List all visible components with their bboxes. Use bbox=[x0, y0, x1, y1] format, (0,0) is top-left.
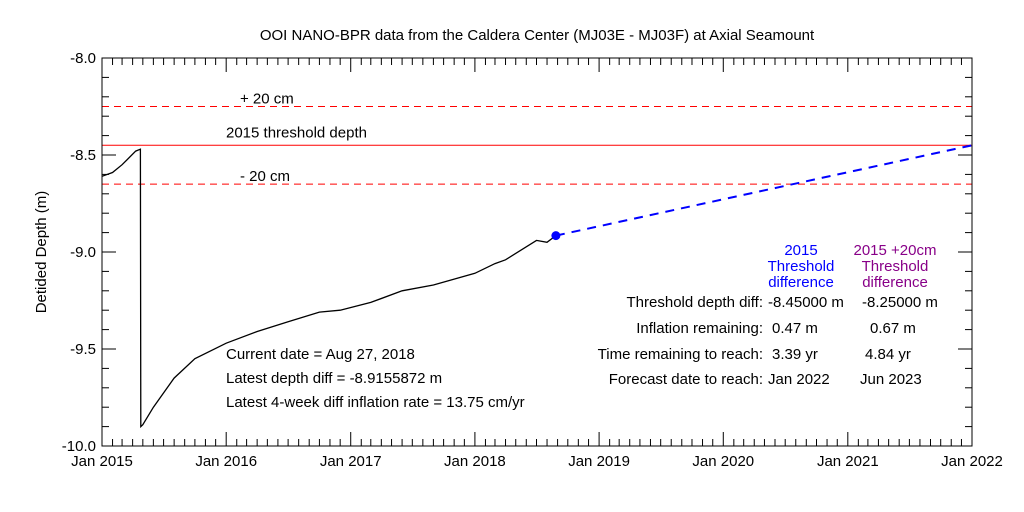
y-tick-label: -9.0 bbox=[70, 244, 96, 261]
chart-title: OOI NANO-BPR data from the Caldera Cente… bbox=[260, 27, 815, 44]
plot-area: Jan 2015 Jan 2016 Jan 2017 Jan 2018 Jan 2019… bbox=[62, 50, 1003, 470]
table-value-col1: -8.45000 m bbox=[768, 294, 844, 311]
table-value-col2: Jun 2023 bbox=[860, 371, 922, 388]
table-row-label: Time remaining to reach: bbox=[598, 346, 763, 363]
table-header-col1: 2015 bbox=[784, 242, 817, 259]
x-tick-label: Jan 2022 bbox=[941, 453, 1003, 470]
y-tick-label: -8.0 bbox=[70, 50, 96, 67]
table-value-col1: Jan 2022 bbox=[768, 371, 830, 388]
table-row-label: Inflation remaining: bbox=[636, 320, 763, 337]
x-tick-label: Jan 2019 bbox=[568, 453, 630, 470]
table-value-col2: 0.67 m bbox=[870, 320, 916, 337]
forecast-line bbox=[555, 144, 973, 237]
y-axis-label: Detided Depth (m) bbox=[33, 191, 50, 314]
info-text: Latest depth diff = -8.9155872 m bbox=[226, 370, 442, 387]
reference-line-label: - 20 cm bbox=[240, 168, 290, 185]
data-series-line bbox=[101, 148, 557, 429]
y-tick-label: -10.0 bbox=[62, 438, 96, 455]
table-value-col1: 0.47 m bbox=[772, 320, 818, 337]
x-tick-label: Jan 2016 bbox=[195, 453, 257, 470]
table-value-col2: 4.84 yr bbox=[865, 346, 911, 363]
table-header-col2: 2015 +20cm bbox=[854, 242, 937, 259]
info-text: Latest 4-week diff inflation rate = 13.7… bbox=[226, 394, 525, 411]
info-text: Current date = Aug 27, 2018 bbox=[226, 346, 415, 363]
table-value-col2: -8.25000 m bbox=[862, 294, 938, 311]
x-tick-label: Jan 2018 bbox=[444, 453, 506, 470]
table-header-col2: difference bbox=[862, 274, 928, 291]
plot-frame bbox=[101, 57, 973, 447]
y-tick-label: -9.5 bbox=[70, 341, 96, 358]
current-point-marker bbox=[551, 231, 561, 241]
x-tick-label: Jan 2017 bbox=[320, 453, 382, 470]
reference-line-label: 2015 threshold depth bbox=[226, 124, 367, 141]
reference-line-label: + 20 cm bbox=[240, 91, 294, 108]
x-tick-label: Jan 2021 bbox=[817, 453, 879, 470]
x-tick-label: Jan 2015 bbox=[71, 453, 133, 470]
table-value-col1: 3.39 yr bbox=[772, 346, 818, 363]
table-row-label: Forecast date to reach: bbox=[609, 371, 763, 388]
table-header-col1: difference bbox=[768, 274, 834, 291]
x-tick-label: Jan 2020 bbox=[692, 453, 754, 470]
table-header-col2: Threshold bbox=[862, 258, 929, 275]
table-header-col1: Threshold bbox=[768, 258, 835, 275]
table-row-label: Threshold depth diff: bbox=[627, 294, 763, 311]
y-tick-label: -8.5 bbox=[70, 147, 96, 164]
